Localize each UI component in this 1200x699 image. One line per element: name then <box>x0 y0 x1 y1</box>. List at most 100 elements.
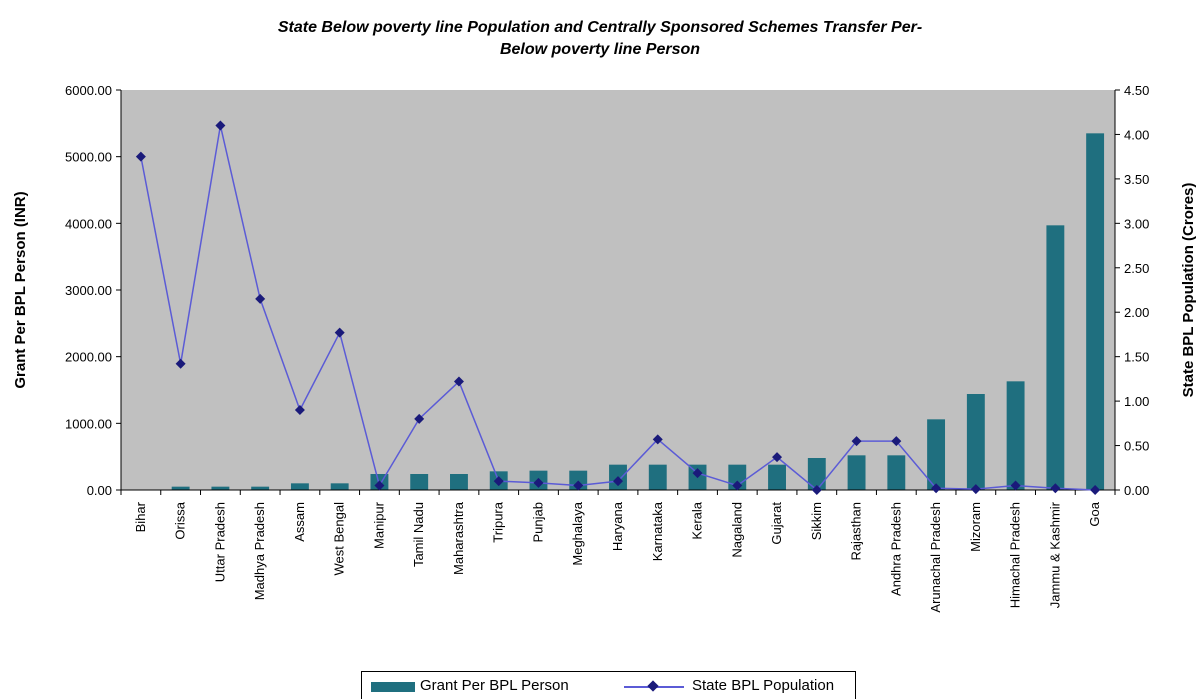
line-point <box>692 468 703 479</box>
right-tick-label: 3.00 <box>1124 216 1149 231</box>
category-label: Goa <box>1087 501 1102 526</box>
line-point <box>215 120 226 131</box>
line-point <box>573 480 584 491</box>
right-tick-label: 4.50 <box>1124 83 1149 98</box>
y2-axis-title: State BPL Population (Crores) <box>1180 183 1197 398</box>
line-point <box>135 151 146 162</box>
bar <box>648 464 667 490</box>
legend-diamond-icon <box>647 680 659 692</box>
right-tick-label: 4.00 <box>1124 127 1149 142</box>
left-tick-label: 0.00 <box>87 483 112 498</box>
bar <box>847 455 866 490</box>
category-label: Bihar <box>133 501 148 532</box>
line-series <box>135 120 1101 495</box>
line-point <box>613 476 623 487</box>
line-point <box>1010 480 1021 491</box>
left-tick-label: 6000.00 <box>65 83 112 98</box>
axis-labels: 0.00 1000.00 2000.00 3000.00 4000.00 5000.00 6… <box>12 83 1197 613</box>
category-label: West Bengal <box>332 502 347 576</box>
category-label: Kerala <box>690 501 705 539</box>
legend: Grant Per BPL Person State BPL Populatio… <box>361 671 856 699</box>
line-point <box>1050 483 1061 494</box>
bar <box>1046 225 1065 491</box>
category-label: Punjab <box>530 502 545 542</box>
category-label: Meghalaya <box>570 501 585 565</box>
bar <box>887 455 906 490</box>
line-point <box>652 434 663 445</box>
axes <box>116 89 1120 495</box>
bar <box>450 474 468 490</box>
left-tick-label: 3000.00 <box>65 283 112 298</box>
left-tick-label: 5000.00 <box>65 150 112 165</box>
legend-line-label: State BPL Population <box>692 677 835 694</box>
line-point <box>970 484 981 495</box>
bar <box>1086 133 1105 491</box>
category-label: Assam <box>292 502 307 542</box>
line-point <box>851 436 862 447</box>
line-point <box>334 327 345 338</box>
line-point <box>453 376 464 387</box>
line-point <box>374 480 385 491</box>
category-label: Tripura <box>491 501 506 542</box>
category-label: Sikkim <box>809 502 824 540</box>
category-label: Orissa <box>173 501 188 539</box>
plot-area <box>121 90 1115 490</box>
bar <box>768 464 786 490</box>
category-label: Nagaland <box>729 502 744 558</box>
bar <box>966 394 985 490</box>
bar <box>251 486 270 490</box>
left-tick-label: 2000.00 <box>65 350 112 365</box>
line-point <box>414 413 425 424</box>
chart-title-line-2: Below poverty line Person <box>499 41 701 58</box>
bar <box>807 458 826 490</box>
chart-title-line-1: State Below poverty line Population and … <box>277 19 923 36</box>
line-point <box>732 480 743 491</box>
category-label: Uttar Pradesh <box>212 502 227 582</box>
category-label: Tamil Nadu <box>411 502 426 567</box>
line-point <box>891 436 902 447</box>
line-point <box>294 405 305 415</box>
bar <box>211 486 230 490</box>
bar <box>330 483 349 490</box>
line-point <box>772 452 783 463</box>
category-label: Gujarat <box>769 502 784 545</box>
line-point <box>1090 485 1101 495</box>
bar <box>1006 381 1025 490</box>
right-tick-label: 1.00 <box>1124 394 1149 409</box>
bar <box>171 486 190 490</box>
right-tick-label: 0.50 <box>1124 439 1149 454</box>
line-point <box>175 358 186 369</box>
bar <box>927 419 946 490</box>
category-label: Haryana <box>610 501 625 551</box>
bar <box>410 474 429 490</box>
category-label: Maharashtra <box>451 501 466 575</box>
category-label: Manipur <box>371 501 386 549</box>
chart-title: State Below poverty line Population and … <box>0 17 1200 61</box>
line-point <box>533 477 544 488</box>
right-tick-label: 0.00 <box>1124 483 1149 498</box>
category-label: Rajasthan <box>849 502 864 561</box>
left-tick-label: 4000.00 <box>65 216 112 231</box>
category-label: Jammu & Kashmir <box>1047 501 1062 608</box>
category-label: Mizoram <box>968 502 983 552</box>
category-label: Himachal Pradesh <box>1008 502 1023 608</box>
bar <box>290 483 309 490</box>
right-tick-label: 2.50 <box>1124 261 1149 276</box>
legend-bar-label: Grant Per BPL Person <box>420 677 569 694</box>
category-label: Andhra Pradesh <box>888 502 903 596</box>
right-tick-label: 1.50 <box>1124 350 1149 365</box>
line-point <box>931 483 942 494</box>
y-axis-title: Grant Per BPL Person (INR) <box>12 191 29 388</box>
category-label: Madhya Pradesh <box>252 502 267 600</box>
right-tick-label: 2.00 <box>1124 305 1149 320</box>
category-label: Karnataka <box>650 501 665 561</box>
category-label: Arunachal Pradesh <box>928 502 943 613</box>
left-tick-label: 1000.00 <box>65 416 112 431</box>
line-point <box>255 293 266 304</box>
line-point <box>811 485 822 495</box>
right-tick-label: 3.50 <box>1124 172 1149 187</box>
line-point <box>493 476 504 487</box>
bar-series <box>171 133 1105 491</box>
legend-bar-swatch <box>371 682 415 692</box>
